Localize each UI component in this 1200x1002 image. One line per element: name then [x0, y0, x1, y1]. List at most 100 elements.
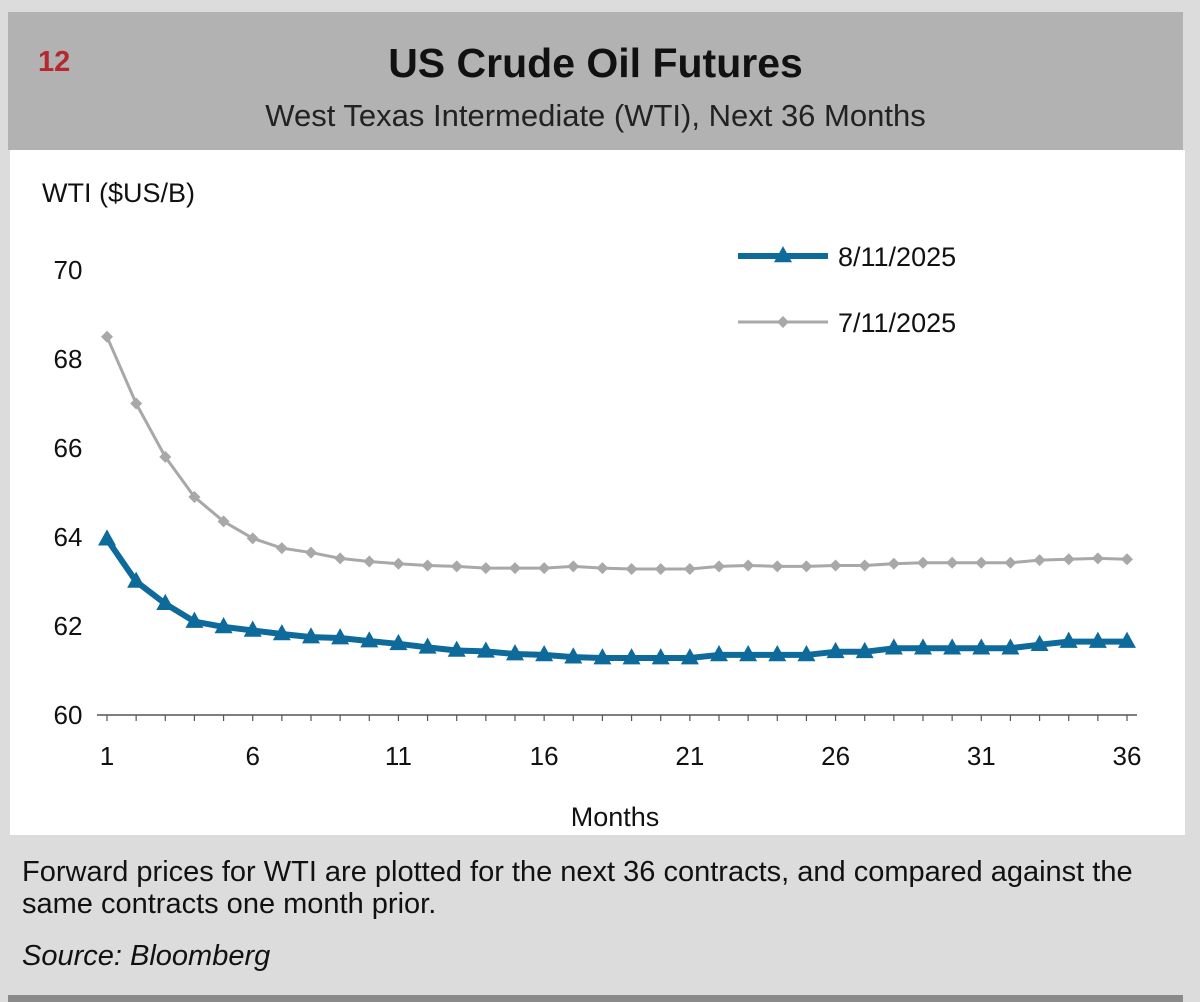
data-point [214, 616, 233, 634]
figure-number: 12 [38, 46, 71, 78]
data-point [185, 611, 204, 628]
data-point [768, 645, 787, 662]
data-point [710, 645, 728, 662]
data-point [593, 648, 612, 665]
x-tick-label: 36 [1113, 741, 1142, 771]
data-point [389, 633, 408, 651]
data-point [884, 638, 903, 655]
bottom-divider [8, 995, 1183, 1002]
data-point [1062, 553, 1075, 566]
data-point [506, 644, 524, 661]
data-point [826, 641, 845, 659]
data-point [1088, 631, 1107, 648]
data-point [943, 638, 962, 655]
data-point [1001, 638, 1020, 655]
data-point [887, 557, 900, 570]
data-point [625, 563, 638, 576]
data-point [447, 640, 466, 657]
data-point [829, 559, 842, 572]
data-point [622, 648, 641, 665]
x-tick-label: 21 [675, 741, 704, 771]
data-point [127, 571, 146, 588]
x-tick-label: 11 [385, 741, 412, 771]
data-point [739, 645, 758, 662]
series-line [105, 336, 1128, 571]
data-point [217, 515, 230, 528]
data-point [596, 562, 609, 575]
data-point [272, 624, 291, 641]
data-point [771, 560, 784, 573]
data-point [509, 562, 521, 575]
legend-label: 7/11/2025 [838, 308, 956, 338]
series-line [104, 537, 1127, 662]
data-point [567, 560, 580, 573]
data-point [476, 641, 495, 658]
y-axis-label: WTI ($US/B) [42, 178, 195, 208]
legend-marker [774, 246, 792, 263]
y-tick-label: 62 [54, 611, 83, 641]
chart-header: 12 US Crude Oil Futures West Texas Inter… [8, 12, 1183, 150]
series-7-11-2025 [101, 330, 1133, 576]
data-point [188, 490, 201, 503]
x-tick-label: 26 [821, 741, 850, 771]
data-point [130, 397, 143, 410]
data-point [1091, 552, 1104, 565]
data-point [98, 529, 116, 546]
data-point [1033, 554, 1046, 567]
legend-entry: 7/11/2025 [738, 308, 956, 338]
y-tick-label: 60 [54, 700, 83, 730]
data-point [914, 638, 932, 655]
y-tick-label: 68 [54, 344, 83, 374]
data-point [535, 645, 554, 662]
data-point [1121, 553, 1133, 566]
data-point [331, 628, 350, 645]
data-point [159, 450, 172, 463]
data-point [800, 560, 813, 573]
series-8-11-2025 [98, 529, 1136, 665]
data-point [421, 559, 434, 572]
data-point [450, 560, 463, 573]
data-point [975, 556, 988, 569]
x-tick-label: 31 [967, 741, 996, 771]
data-point [680, 648, 699, 665]
data-point [360, 631, 379, 648]
data-point [683, 563, 696, 576]
data-point [538, 562, 551, 575]
y-tick-label: 70 [54, 255, 83, 285]
data-point [418, 637, 437, 654]
data-point [243, 620, 262, 637]
x-tick-label: 6 [245, 741, 259, 771]
data-point [101, 330, 113, 343]
data-point [713, 560, 725, 573]
data-point [305, 546, 317, 559]
y-tick-label: 64 [54, 522, 83, 552]
y-tick-label: 66 [54, 433, 83, 463]
data-point [1118, 631, 1136, 648]
chart-title: US Crude Oil Futures [388, 40, 803, 86]
data-point [302, 627, 320, 644]
data-point [1030, 634, 1049, 651]
data-point [1059, 631, 1078, 648]
data-point [946, 556, 959, 569]
legend-marker [777, 316, 789, 328]
data-point [334, 552, 347, 565]
data-point [797, 645, 816, 662]
data-point [917, 556, 929, 569]
legend-entry: 8/11/2025 [738, 242, 956, 272]
data-point [855, 641, 874, 659]
x-tick-label: 1 [100, 741, 114, 771]
data-point [479, 562, 492, 575]
data-point [363, 555, 376, 568]
data-point [651, 648, 670, 665]
data-point [654, 563, 667, 576]
chart-subtitle: West Texas Intermediate (WTI), Next 36 M… [265, 98, 926, 133]
chart-area: WTI ($US/B) Months 1 6 11 16 21 26 31 36 60 62 64 6… [10, 150, 1185, 835]
data-point [564, 647, 583, 664]
data-point [275, 542, 288, 555]
data-point [156, 593, 175, 611]
legend-label: 8/11/2025 [838, 242, 956, 272]
data-point [392, 557, 405, 570]
data-point [858, 559, 871, 572]
source-note: Source: Bloomberg [22, 940, 271, 972]
x-axis-label: Months [571, 802, 660, 832]
